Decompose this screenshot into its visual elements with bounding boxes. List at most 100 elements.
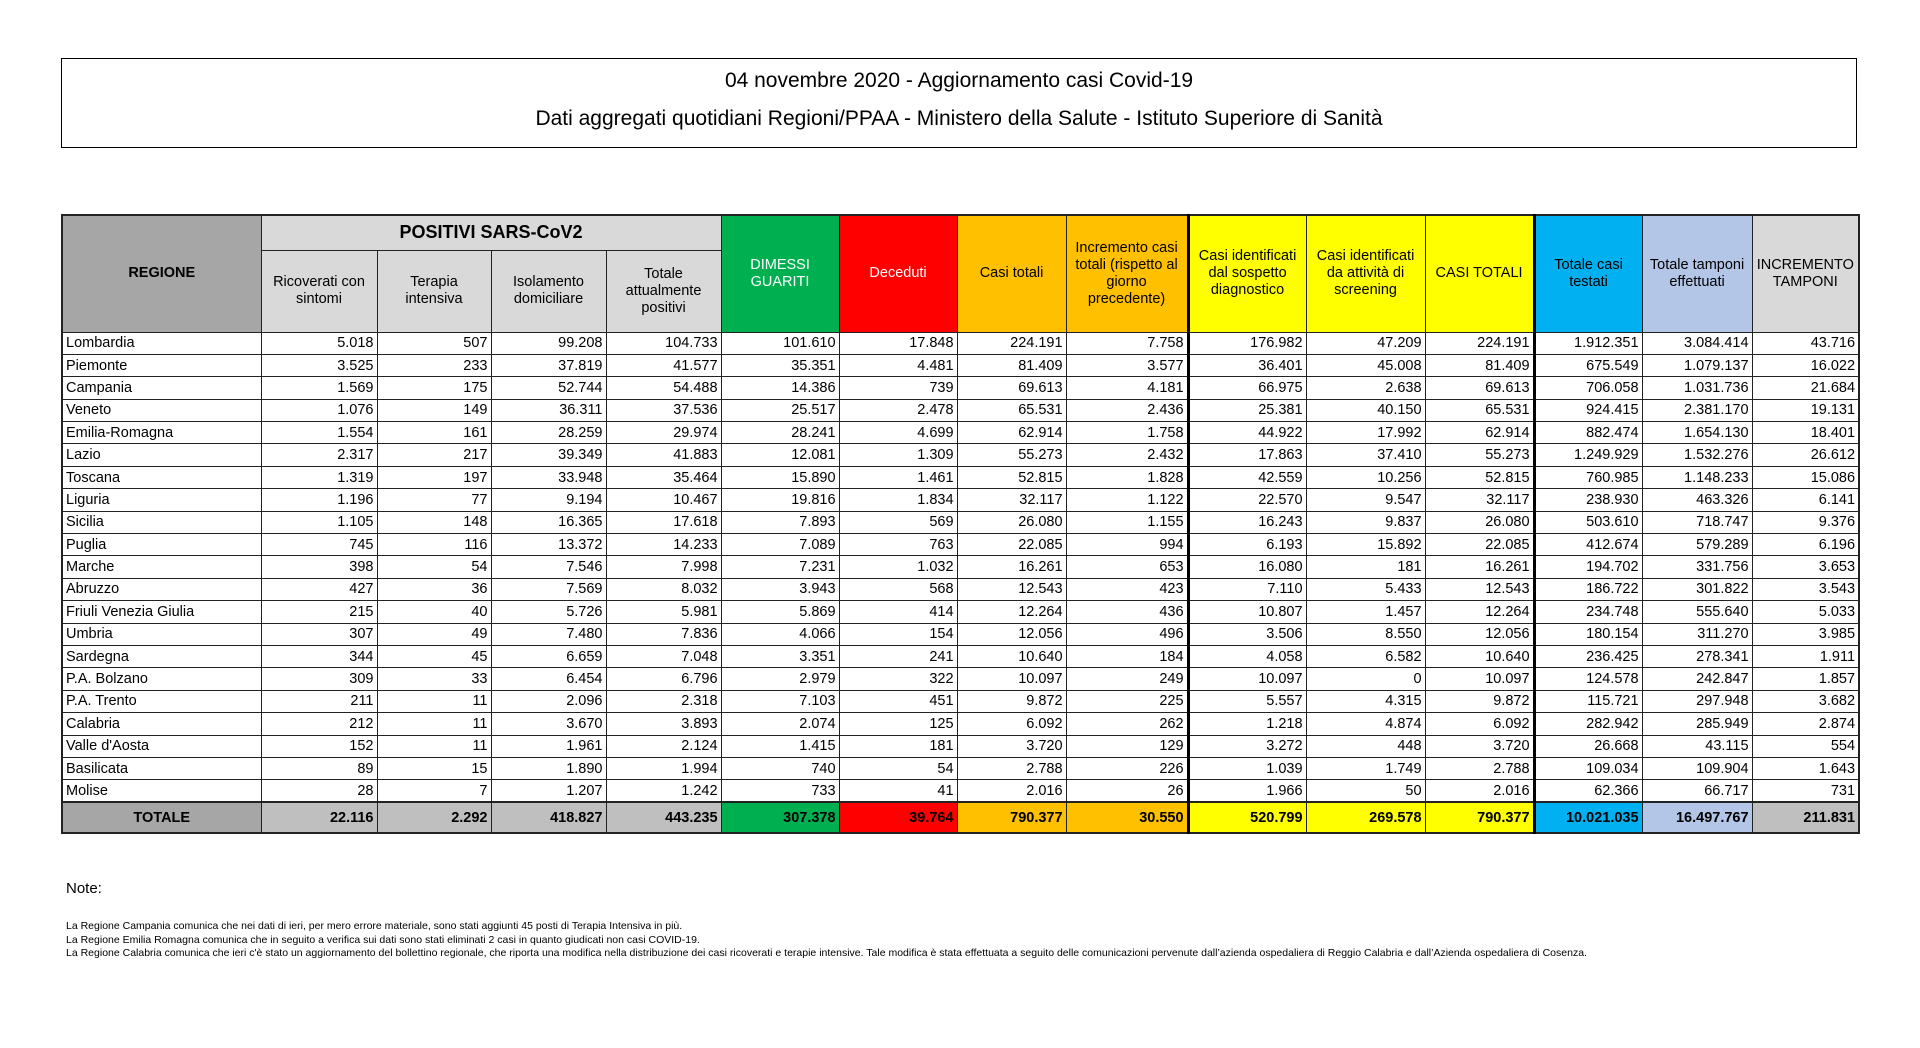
table-row: Campania 1.569 175 52.744 54.488 14.386 739 69.… (61, 376, 1860, 400)
value-cell: 26.080 (1424, 510, 1535, 535)
region-cell: P.A. Bolzano (61, 667, 262, 691)
value-cell: 436 (1065, 600, 1189, 624)
value-cell: 5.033 (1751, 600, 1860, 624)
value-cell: 9.547 (1305, 488, 1426, 512)
value-cell: 10.640 (956, 644, 1067, 669)
value-cell: 4.181 (1065, 376, 1189, 400)
value-cell: 9.194 (490, 488, 607, 512)
region-cell: Marche (61, 555, 262, 579)
value-cell: 45.008 (1305, 353, 1426, 378)
value-cell: 1.148.233 (1641, 465, 1753, 490)
table-row: Friuli Venezia Giulia 215 40 5.726 5.981 5.86… (61, 600, 1860, 624)
table-row: Sicilia 1.105 148 16.365 17.618 7.893 569 26.08… (61, 510, 1860, 535)
note-line: La Regione Campania comunica che nei dat… (66, 920, 683, 932)
page-subtitle: Dati aggregati quotidiani Regioni/PPAA -… (535, 107, 1383, 130)
value-cell: 129 (1065, 734, 1189, 758)
value-cell: 54 (838, 756, 958, 781)
col-header-deceduti: Deceduti (838, 214, 958, 333)
value-cell: 41 (838, 779, 958, 803)
value-cell: 731 (1751, 779, 1860, 803)
value-cell: 15 (376, 756, 492, 781)
value-cell: 3.351 (720, 644, 840, 669)
value-cell: 241 (838, 644, 958, 669)
value-cell: 25.517 (720, 398, 840, 423)
value-cell: 412.674 (1532, 533, 1643, 557)
value-cell: 739 (838, 376, 958, 400)
table-row: Valle d'Aosta 152 11 1.961 2.124 1.415 181 3.72… (61, 734, 1860, 758)
region-cell: Lombardia (61, 331, 262, 355)
col-header-tamponi: Totale tamponi effettuati (1641, 214, 1753, 333)
col-header-incremento-tamponi: INCREMENTO TAMPONI (1751, 214, 1860, 333)
value-cell: 309 (260, 667, 378, 691)
value-cell: 301.822 (1641, 577, 1753, 602)
value-cell: 26.080 (956, 510, 1067, 535)
value-cell: 41.883 (605, 443, 722, 467)
value-cell: 30.550 (1065, 801, 1189, 834)
value-cell: 1.122 (1065, 488, 1189, 512)
value-cell: 39.764 (838, 801, 958, 834)
value-cell: 6.196 (1751, 533, 1860, 557)
col-header-casi-totali: Casi totali (956, 214, 1067, 333)
value-cell: 12.264 (956, 600, 1067, 624)
value-cell: 226 (1065, 756, 1189, 781)
value-cell: 50 (1305, 779, 1426, 803)
value-cell: 7.089 (720, 533, 840, 557)
region-cell: Toscana (61, 465, 262, 490)
value-cell: 161 (376, 421, 492, 445)
value-cell: 22.085 (1424, 533, 1535, 557)
value-cell: 39.349 (490, 443, 607, 467)
note-line: La Regione Emilia Romagna comunica che i… (66, 933, 700, 946)
value-cell: 1.461 (838, 465, 958, 490)
value-cell: 568 (838, 577, 958, 602)
value-cell: 1.758 (1065, 421, 1189, 445)
value-cell: 451 (838, 689, 958, 714)
region-cell: Abruzzo (61, 577, 262, 602)
table-row: Basilicata 89 15 1.890 1.994 740 54 2.788 226 1.0… (61, 756, 1860, 781)
value-cell: 32.117 (956, 488, 1067, 512)
value-cell: 9.872 (956, 689, 1067, 714)
value-cell: 17.618 (605, 510, 722, 535)
value-cell: 89 (260, 756, 378, 781)
value-cell: 52.815 (1424, 465, 1535, 490)
value-cell: 4.874 (1305, 712, 1426, 736)
value-cell: 16.261 (1424, 555, 1535, 579)
table-row: Marche 398 54 7.546 7.998 7.231 1.032 16.261 653… (61, 555, 1860, 579)
value-cell: 5.433 (1305, 577, 1426, 602)
value-cell: 45 (376, 644, 492, 669)
value-cell: 184 (1065, 644, 1189, 669)
value-cell: 3.577 (1065, 353, 1189, 378)
value-cell: 7.836 (605, 622, 722, 646)
region-cell: TOTALE (61, 801, 262, 834)
value-cell: 2.016 (1424, 779, 1535, 803)
table-row: Liguria 1.196 77 9.194 10.467 19.816 1.834 32.1… (61, 488, 1860, 512)
region-cell: Piemonte (61, 353, 262, 378)
value-cell: 22.085 (956, 533, 1067, 557)
region-cell: P.A. Trento (61, 689, 262, 714)
value-cell: 1.079.137 (1641, 353, 1753, 378)
value-cell: 99.208 (490, 331, 607, 355)
value-cell: 35.351 (720, 353, 840, 378)
value-cell: 5.726 (490, 600, 607, 624)
value-cell: 994 (1065, 533, 1189, 557)
region-cell: Friuli Venezia Giulia (61, 600, 262, 624)
value-cell: 790.377 (956, 801, 1067, 834)
notes: La Regione Campania comunica che nei dat… (66, 920, 1587, 961)
value-cell: 101.610 (720, 331, 840, 355)
value-cell: 7.546 (490, 555, 607, 579)
value-cell: 14.386 (720, 376, 840, 400)
value-cell: 7.998 (605, 555, 722, 579)
value-cell: 307.378 (720, 801, 840, 834)
value-cell: 26 (1065, 779, 1189, 803)
value-cell: 706.058 (1532, 376, 1643, 400)
title-box: 04 novembre 2020 - Aggiornamento casi Co… (61, 58, 1857, 148)
value-cell: 1.032 (838, 555, 958, 579)
value-cell: 10.467 (605, 488, 722, 512)
value-cell: 924.415 (1532, 398, 1643, 423)
table-row: Emilia-Romagna 1.554 161 28.259 29.974 28.241… (61, 421, 1860, 445)
value-cell: 37.536 (605, 398, 722, 423)
col-header-regione: REGIONE (61, 214, 262, 333)
value-cell: 16.497.767 (1641, 801, 1753, 834)
value-cell: 28 (260, 779, 378, 803)
value-cell: 1.966 (1186, 779, 1307, 803)
value-cell: 217 (376, 443, 492, 467)
